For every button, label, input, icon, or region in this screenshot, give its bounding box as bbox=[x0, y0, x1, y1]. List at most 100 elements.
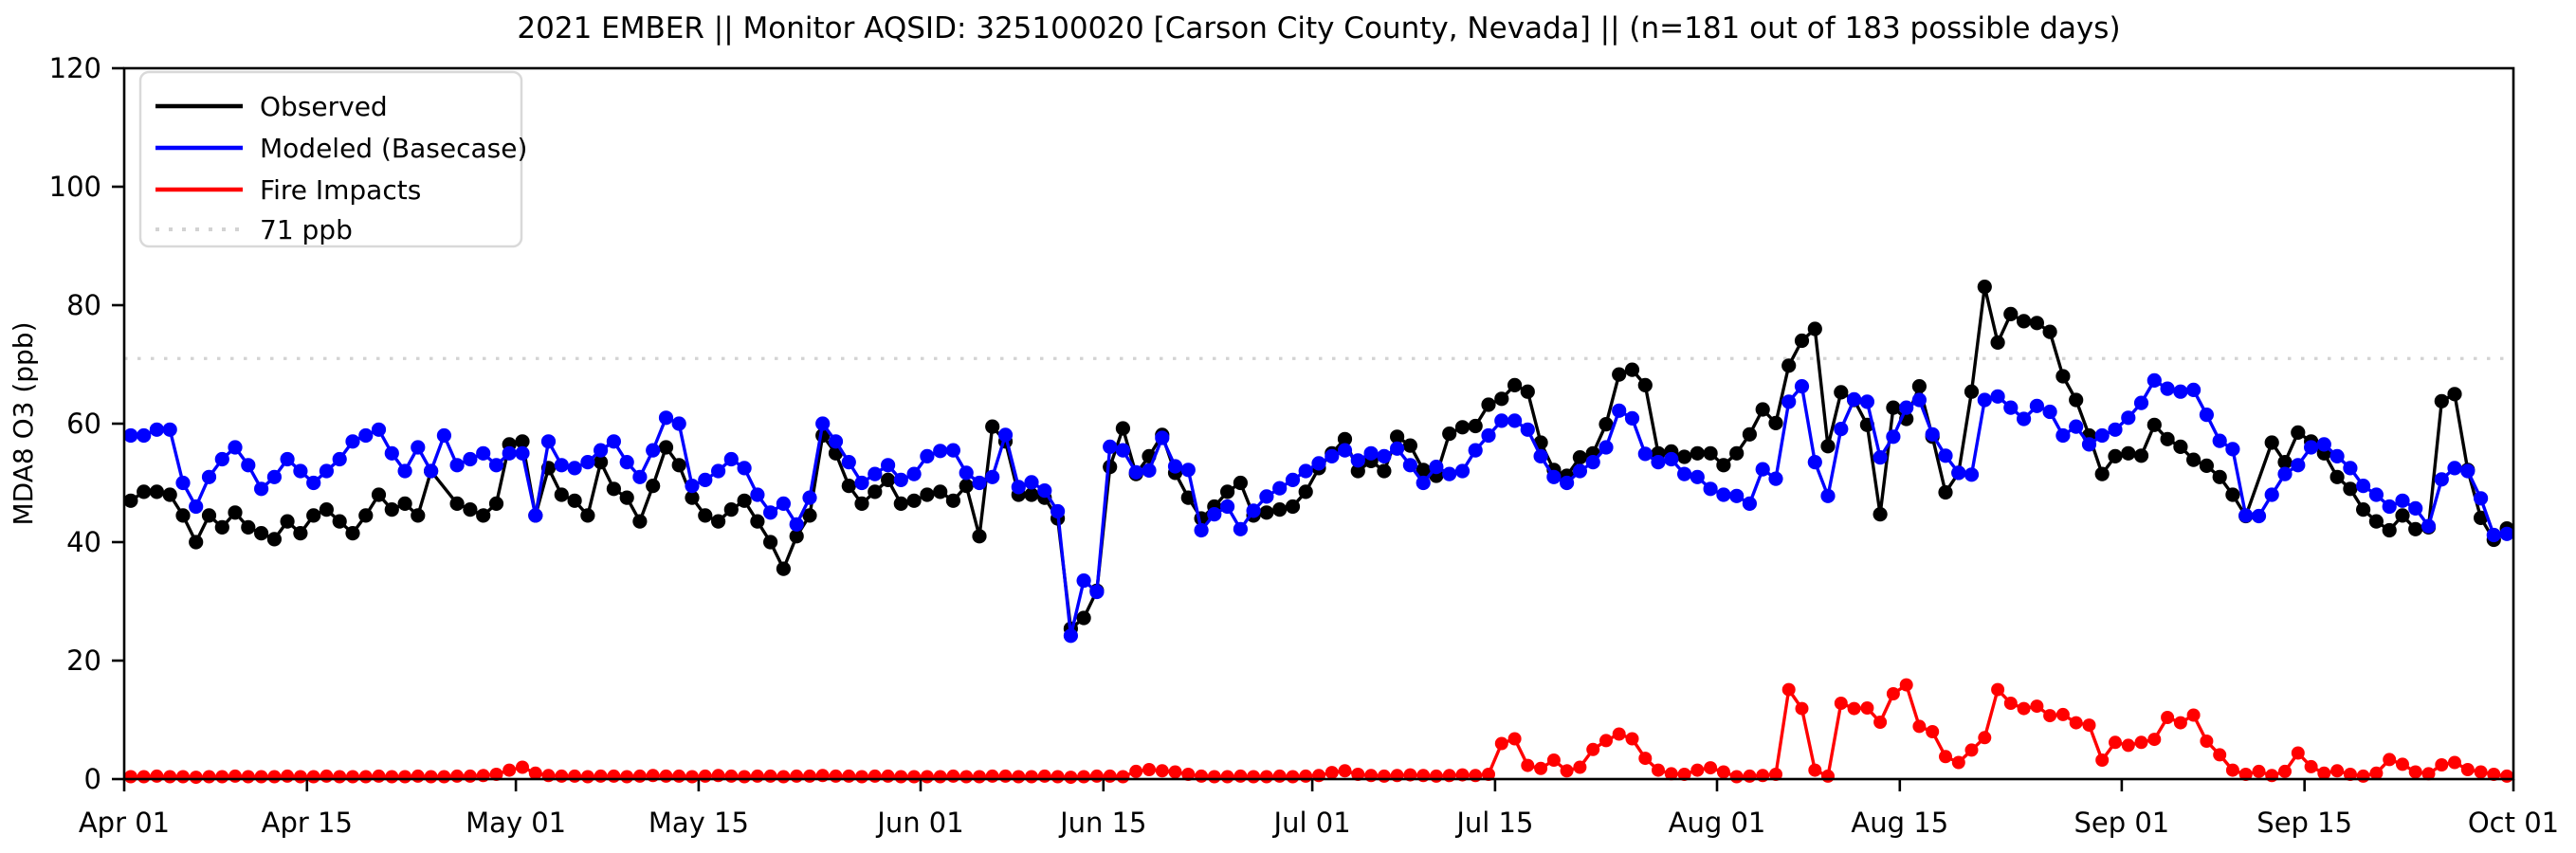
data-point bbox=[854, 475, 869, 491]
data-point bbox=[1612, 403, 1627, 418]
data-point bbox=[2160, 431, 2175, 446]
data-point bbox=[1873, 450, 1888, 465]
data-point bbox=[2147, 417, 2162, 432]
data-point bbox=[149, 484, 164, 499]
x-tick-label: Sep 01 bbox=[2074, 807, 2169, 839]
data-point bbox=[789, 529, 804, 544]
data-point bbox=[162, 487, 177, 502]
data-point bbox=[750, 514, 765, 529]
data-point bbox=[1481, 397, 1496, 412]
data-point bbox=[346, 770, 359, 784]
data-point bbox=[1677, 768, 1691, 781]
data-point bbox=[2213, 748, 2227, 762]
data-point bbox=[1859, 394, 1874, 409]
data-point bbox=[738, 770, 752, 784]
data-point bbox=[163, 770, 177, 784]
data-point bbox=[1807, 455, 1822, 470]
data-point bbox=[959, 770, 974, 784]
data-point bbox=[2042, 404, 2057, 420]
data-point bbox=[463, 502, 478, 517]
data-point bbox=[2408, 521, 2423, 536]
data-point bbox=[1325, 766, 1339, 780]
data-point bbox=[2029, 316, 2044, 331]
data-point bbox=[2395, 493, 2410, 508]
data-point bbox=[920, 487, 935, 502]
data-point bbox=[1012, 770, 1026, 784]
data-point bbox=[2421, 767, 2436, 781]
legend-label-modeled: Modeled (Basecase) bbox=[260, 133, 527, 164]
data-point bbox=[463, 769, 477, 783]
data-point bbox=[2356, 769, 2370, 783]
data-point bbox=[358, 427, 374, 444]
data-point bbox=[333, 770, 347, 784]
data-point bbox=[175, 475, 191, 491]
data-point bbox=[2212, 469, 2227, 484]
data-point bbox=[2238, 768, 2253, 781]
data-point bbox=[698, 508, 713, 523]
data-point bbox=[842, 769, 856, 783]
data-point bbox=[1337, 431, 1353, 446]
data-point bbox=[1246, 503, 1261, 518]
data-point bbox=[985, 769, 999, 783]
data-point bbox=[1325, 448, 1340, 463]
data-point bbox=[2368, 487, 2384, 502]
data-point bbox=[685, 478, 700, 494]
data-point bbox=[437, 770, 451, 784]
x-tick-label: May 15 bbox=[649, 807, 749, 839]
data-point bbox=[1142, 763, 1156, 776]
data-point bbox=[1233, 475, 1248, 491]
data-point bbox=[1599, 417, 1614, 432]
data-point bbox=[149, 422, 164, 437]
data-point bbox=[228, 769, 242, 783]
data-point bbox=[320, 769, 334, 783]
data-point bbox=[868, 769, 882, 783]
data-point bbox=[1416, 463, 1431, 478]
data-point bbox=[1978, 731, 1992, 745]
data-point bbox=[1155, 430, 1170, 445]
data-point bbox=[1651, 455, 1666, 470]
data-point bbox=[711, 514, 726, 529]
data-point bbox=[1286, 770, 1300, 784]
data-point bbox=[1677, 466, 1692, 481]
data-point bbox=[750, 769, 764, 783]
data-point bbox=[384, 502, 399, 517]
data-point bbox=[1233, 521, 1248, 536]
data-point bbox=[946, 769, 960, 783]
data-point bbox=[1454, 463, 1471, 479]
data-point bbox=[1195, 769, 1209, 783]
data-point bbox=[907, 770, 922, 784]
data-point bbox=[2055, 427, 2071, 444]
data-point bbox=[1729, 445, 1745, 461]
data-point bbox=[1729, 488, 1745, 503]
data-point bbox=[1116, 770, 1130, 784]
data-point bbox=[306, 475, 321, 491]
data-point bbox=[2030, 699, 2044, 714]
data-point bbox=[2017, 314, 2032, 329]
y-tick-label: 120 bbox=[49, 52, 101, 84]
data-point bbox=[2186, 708, 2201, 722]
data-point bbox=[1560, 475, 1575, 491]
data-point bbox=[2434, 472, 2449, 487]
data-point bbox=[2277, 466, 2293, 481]
x-tick-label: Apr 01 bbox=[79, 807, 170, 839]
data-point bbox=[2304, 440, 2319, 455]
data-point bbox=[332, 514, 347, 529]
data-point bbox=[2408, 500, 2423, 517]
data-point bbox=[894, 770, 908, 784]
data-point bbox=[1873, 507, 1888, 522]
data-point bbox=[397, 463, 412, 479]
data-point bbox=[2500, 769, 2514, 783]
data-point bbox=[1076, 610, 1091, 626]
data-point bbox=[1938, 448, 1953, 463]
data-point bbox=[646, 443, 661, 458]
data-point bbox=[2017, 701, 2031, 716]
data-point bbox=[2109, 735, 2122, 750]
data-point bbox=[2499, 526, 2514, 541]
data-point bbox=[2277, 455, 2293, 470]
data-point bbox=[1768, 471, 1783, 486]
data-point bbox=[580, 508, 595, 523]
data-point bbox=[293, 463, 308, 479]
data-point bbox=[1272, 502, 1288, 517]
data-point bbox=[1637, 446, 1653, 462]
data-point bbox=[502, 445, 517, 461]
